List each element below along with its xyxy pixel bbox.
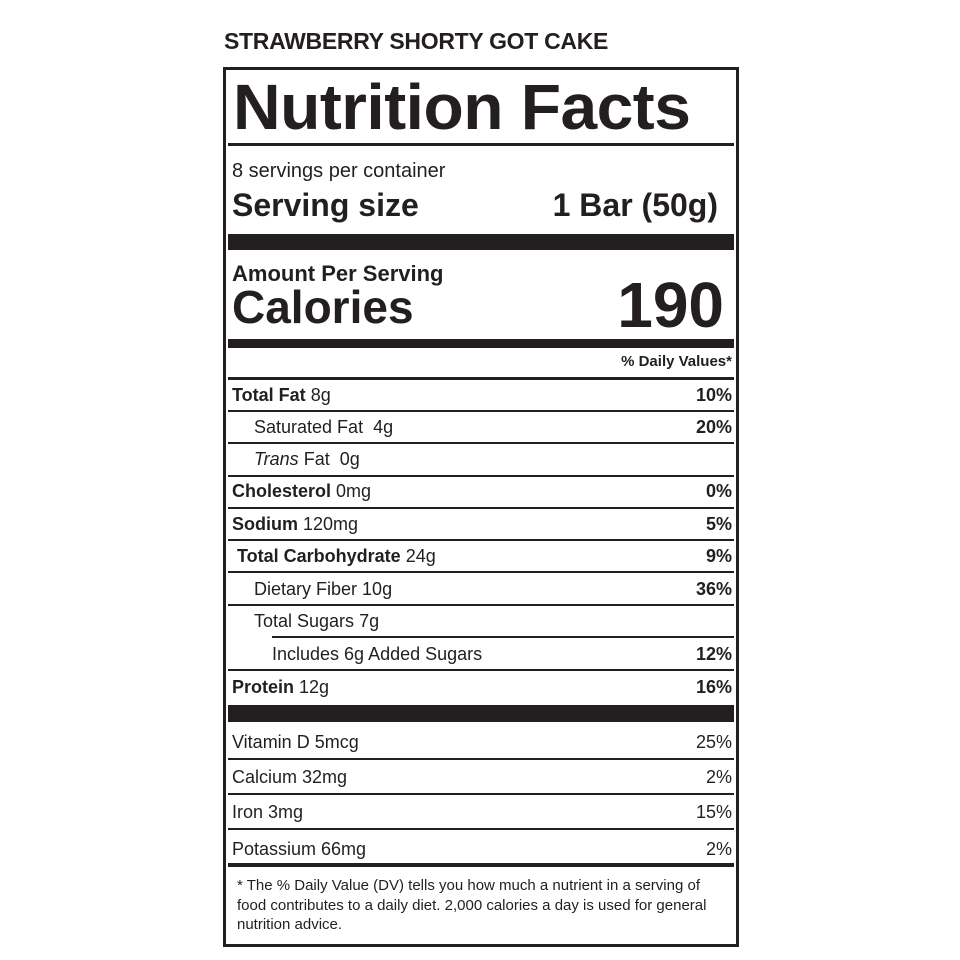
nutrient-row: Saturated Fat 4g — [254, 417, 394, 437]
nutrient-dv: 9% — [705, 546, 732, 566]
divider — [228, 442, 734, 444]
divider — [228, 758, 734, 760]
thick-divider — [228, 705, 734, 722]
divider — [228, 604, 734, 606]
divider — [228, 539, 734, 541]
daily-values-header: % Daily Values* — [621, 353, 732, 370]
vitamin-dv: 15% — [695, 802, 732, 822]
divider — [228, 475, 734, 477]
nutrition-label — [223, 67, 739, 947]
footnote: * The % Daily Value (DV) tells you how m… — [237, 877, 707, 933]
serving-size-value: 1 Bar (50g) — [552, 187, 718, 223]
divider — [228, 377, 734, 380]
amount-per-serving: Amount Per Serving — [232, 261, 444, 286]
nutrient-dv: 10% — [695, 385, 732, 405]
divider — [228, 507, 734, 509]
nutrient-row: Total Fat 8g — [232, 385, 331, 405]
nutrient-row: Dietary Fiber 10g — [254, 579, 393, 599]
nutrient-dv: 36% — [695, 579, 732, 599]
servings-per-container: 8 servings per container — [232, 160, 446, 182]
vitamin-dv: 2% — [705, 767, 732, 787]
divider — [228, 410, 734, 412]
divider — [228, 863, 734, 867]
medium-divider — [228, 339, 734, 348]
nutrient-row: Cholesterol 0mg — [232, 481, 372, 501]
vitamin-dv: 25% — [695, 732, 732, 752]
divider — [228, 571, 734, 573]
nutrient-dv: 12% — [695, 644, 732, 664]
calories-value: 190 — [617, 269, 724, 341]
thick-divider — [228, 234, 734, 250]
nutrient-row: Protein 12g — [232, 677, 330, 697]
vitamin-row: Potassium 66mg — [232, 839, 367, 859]
nutrient-dv: 5% — [705, 514, 732, 534]
vitamin-row: Vitamin D 5mcg — [232, 732, 359, 752]
nutrient-dv: 20% — [695, 417, 732, 437]
divider — [228, 793, 734, 795]
serving-size-label: Serving size — [232, 187, 419, 223]
nutrient-dv: 0% — [705, 481, 732, 501]
nutrient-row: Includes 6g Added Sugars — [272, 644, 483, 664]
divider — [228, 143, 734, 146]
vitamin-row: Calcium 32mg — [232, 767, 348, 787]
calories-label: Calories — [232, 281, 414, 333]
nutrient-row: Total Sugars 7g — [254, 611, 380, 631]
product-name: STRAWBERRY SHORTY GOT CAKE — [224, 28, 609, 54]
label-title: Nutrition Facts — [233, 71, 691, 143]
divider — [228, 669, 734, 671]
vitamin-row: Iron 3mg — [232, 802, 304, 822]
nutrient-dv: 16% — [695, 677, 732, 697]
nutrient-row: Total Carbohydrate 24g — [237, 546, 436, 566]
nutrient-row: Trans Fat 0g — [254, 449, 360, 469]
vitamin-dv: 2% — [705, 839, 732, 859]
divider — [272, 636, 734, 638]
divider — [228, 828, 734, 830]
nutrient-row: Sodium 120mg — [232, 514, 359, 534]
